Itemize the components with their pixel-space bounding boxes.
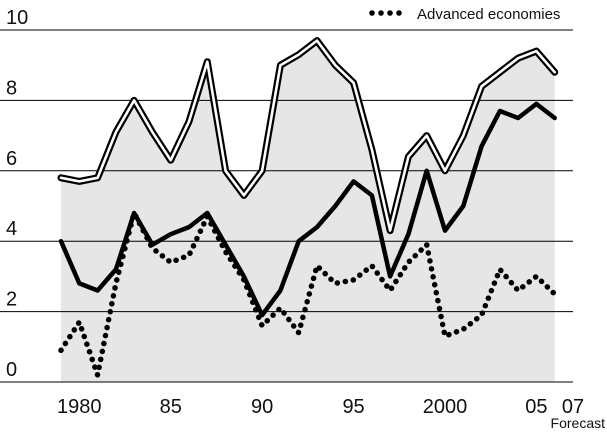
forecast-annotation: Forecast xyxy=(551,415,606,431)
series-line-advanced-economies xyxy=(58,210,558,378)
y-tick-label-0: 0 xyxy=(6,359,17,381)
legend-dot xyxy=(378,10,384,16)
y-tick-label-4: 4 xyxy=(6,218,17,240)
x-tick-label-1980: 1980 xyxy=(57,396,102,418)
x-tick-label-07: 07 xyxy=(562,396,584,418)
x-tick-label-2000: 2000 xyxy=(423,396,468,418)
y-tick-label-8: 8 xyxy=(6,77,17,99)
legend-label-advanced-economies: Advanced economies xyxy=(417,6,560,23)
shaded-area-layer xyxy=(61,40,555,382)
tick-labels: 0 2 4 6 8 10 1980 85 90 95 2000 05 07 xyxy=(6,7,584,418)
x-tick-label-05: 05 xyxy=(525,396,547,418)
series-area-fill xyxy=(61,40,555,382)
y-tick-label-2: 2 xyxy=(6,289,17,311)
legend-dotted-swatch xyxy=(369,10,402,16)
series-line-top-inner xyxy=(59,39,557,232)
legend-dot xyxy=(396,10,402,16)
x-tick-label-95: 95 xyxy=(342,396,364,418)
gridlines xyxy=(0,29,573,383)
y-tick-label-10: 10 xyxy=(6,7,28,29)
x-tick-label-90: 90 xyxy=(251,396,273,418)
legend-dot xyxy=(369,10,375,16)
legend: Advanced economies xyxy=(369,6,560,23)
legend-dot xyxy=(387,10,393,16)
y-tick-label-6: 6 xyxy=(6,148,17,170)
series-lines xyxy=(57,37,559,378)
x-tick-label-85: 85 xyxy=(160,396,182,418)
